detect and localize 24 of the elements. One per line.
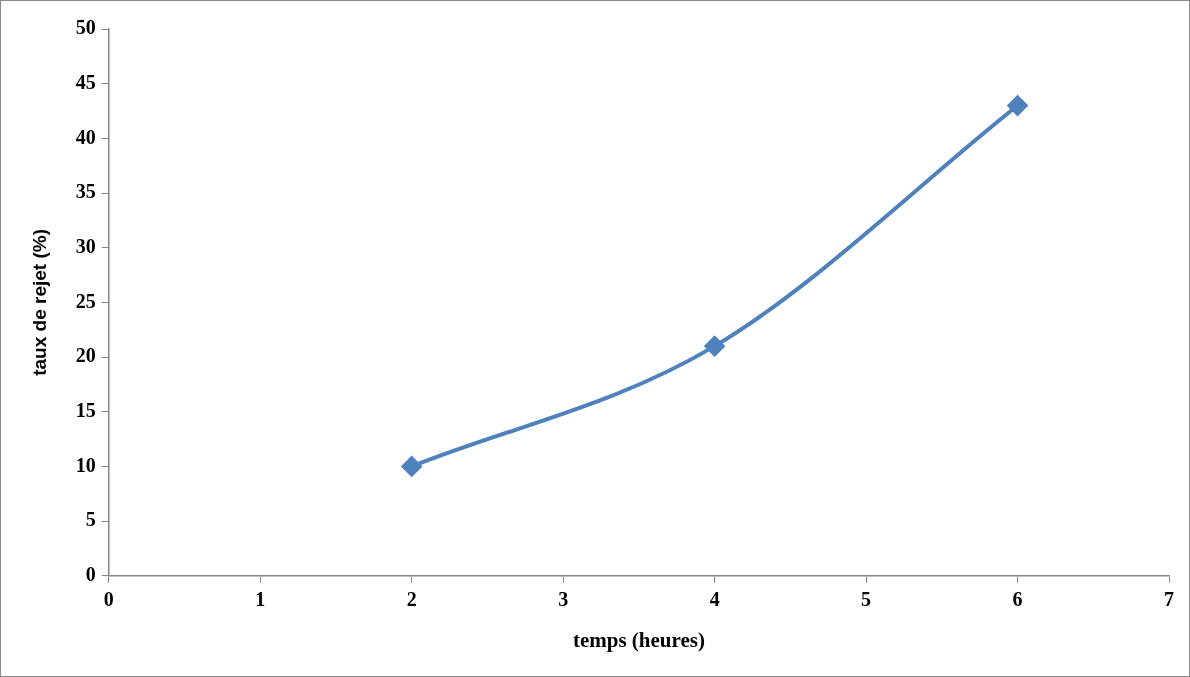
x-tick-label: 4 — [709, 587, 720, 610]
x-tick-label: 2 — [406, 587, 417, 610]
x-tick-label: 3 — [558, 587, 569, 610]
point — [401, 456, 422, 477]
point — [704, 336, 725, 357]
y-tick-label: 30 — [75, 234, 96, 257]
y-tick-label: 40 — [75, 125, 96, 148]
y-tick-label: 15 — [75, 398, 96, 421]
x-tick-label: 6 — [1012, 587, 1023, 610]
x-axis-title: temps (heures) — [572, 627, 705, 652]
y-axis-title: taux de rejet (%) — [28, 229, 50, 376]
x-tick-label: 1 — [255, 587, 266, 610]
y-tick-label: 35 — [75, 180, 96, 203]
y-tick-label: 50 — [75, 16, 96, 39]
y-tick-label: 5 — [85, 508, 96, 531]
x-tick-label: 0 — [103, 587, 114, 610]
point — [1007, 95, 1028, 116]
x-tick-label: 7 — [1164, 587, 1174, 610]
x-tick-label: 5 — [861, 587, 872, 610]
y-tick-label: 25 — [75, 289, 96, 312]
y-tick-label: 0 — [85, 562, 96, 585]
y-tick-label: 20 — [75, 344, 96, 367]
y-tick-label: 10 — [75, 453, 96, 476]
y-tick-label: 45 — [75, 70, 96, 93]
